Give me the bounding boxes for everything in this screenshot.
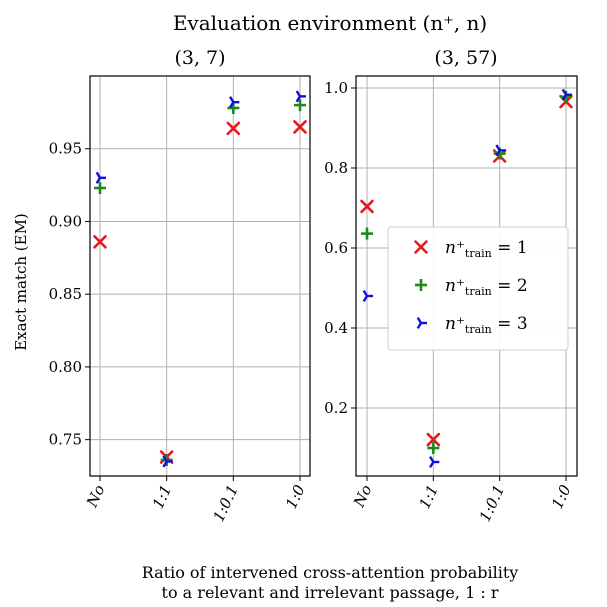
x-tick-label: No — [350, 482, 376, 511]
axes-frame — [89, 75, 311, 477]
data-point-plus — [427, 442, 440, 454]
data-point-x — [93, 235, 107, 249]
x-tick-label: No — [83, 482, 109, 511]
data-point-tri — [429, 455, 440, 469]
data-point-tri — [95, 171, 106, 184]
y-axis-label: Exact match (EM) — [12, 213, 30, 351]
x-axis-label-line2: to a relevant and irrelevant passage, 1 … — [162, 583, 499, 602]
x-tick-label: 1:0 — [282, 482, 309, 512]
x-axis-label-line1: Ratio of intervened cross-attention prob… — [142, 563, 519, 582]
data-point-tri — [162, 455, 173, 468]
data-point-tri — [362, 289, 373, 303]
y-tick-label: 0.90 — [49, 212, 82, 230]
left-panel-title: (3, 7) — [174, 47, 225, 69]
data-point-plus — [361, 227, 373, 240]
right-panel-title: (3, 57) — [434, 47, 497, 69]
legend-label: n⁺train = 3 — [445, 314, 528, 336]
y-tick-label: 0.75 — [49, 431, 82, 449]
chart-legend: n⁺train = 1 n⁺train = 2 n⁺train = 3 — [387, 226, 569, 351]
y-tick-label: 0.95 — [49, 140, 82, 158]
legend-label: n⁺train = 2 — [445, 276, 528, 298]
data-point-x — [426, 432, 441, 447]
legend-box — [387, 226, 569, 351]
x-tick-label: 1:0.1 — [209, 482, 242, 524]
y-tick-label: 0.4 — [324, 319, 348, 337]
left-chart-panel: 0.75 0.80 0.85 0.90 0.95 No 1:1 1:0.1 1:0 — [49, 75, 311, 525]
figure-suptitle: Evaluation environment (n⁺, n) — [173, 11, 487, 35]
data-point-tri — [495, 144, 506, 157]
data-point-tri — [561, 88, 572, 101]
legend-marker-plus — [415, 279, 427, 291]
data-point-x — [293, 120, 307, 134]
data-point-plus — [94, 182, 106, 194]
x-tick-label: 1:0.1 — [476, 482, 509, 524]
y-tick-label: 0.8 — [324, 159, 348, 177]
legend-marker-x — [414, 240, 428, 254]
y-tick-label: 0.85 — [49, 285, 82, 303]
x-tick-label: 1:0 — [548, 482, 575, 512]
y-tick-label: 1.0 — [324, 79, 348, 97]
legend-label: n⁺train = 1 — [445, 238, 528, 260]
x-tick-label: 1:1 — [149, 482, 176, 511]
y-tick-label: 0.80 — [49, 358, 82, 376]
y-tick-label: 0.6 — [324, 239, 348, 257]
x-tick-label: 1:1 — [415, 482, 442, 511]
axes-frame — [355, 75, 578, 477]
data-point-plus — [294, 99, 306, 112]
data-point-tri — [295, 90, 306, 103]
data-point-tri — [229, 96, 240, 109]
y-tick-label: 0.2 — [324, 399, 348, 417]
legend-marker-tri — [416, 316, 427, 330]
data-point-x — [360, 199, 374, 214]
data-point-x — [226, 121, 241, 136]
